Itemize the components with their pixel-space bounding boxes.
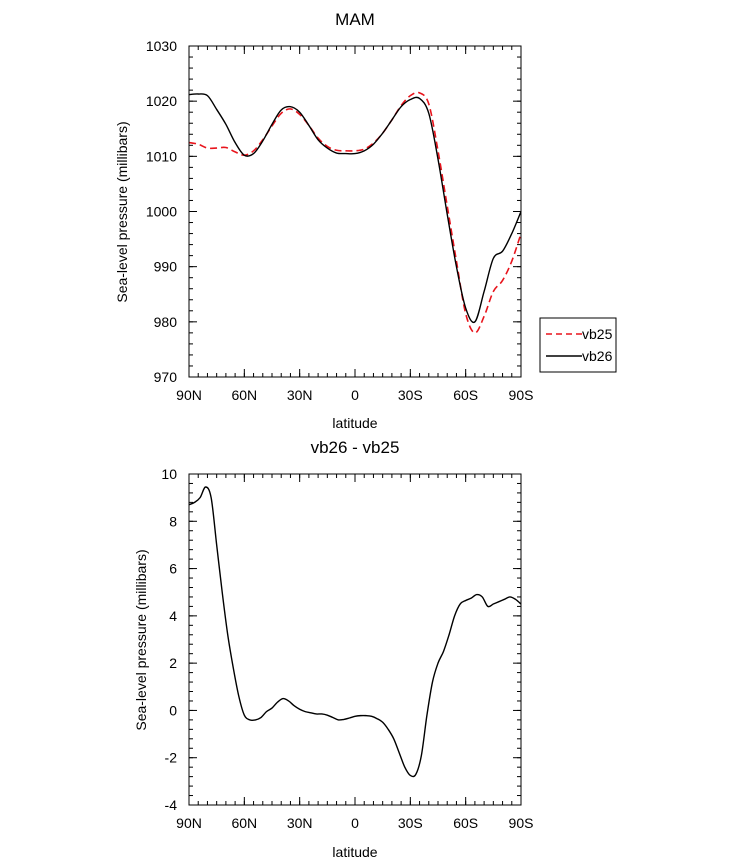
x-tick-label: 30S bbox=[398, 815, 423, 831]
bottom-x-axis-title: latitude bbox=[332, 844, 377, 860]
y-tick-label: -2 bbox=[165, 750, 178, 766]
y-tick-label: 0 bbox=[169, 702, 177, 718]
bottom-y-axis-title: Sea-level pressure (millibars) bbox=[133, 549, 149, 730]
bottom-ticks bbox=[188, 473, 522, 806]
y-tick-label: 990 bbox=[154, 259, 178, 275]
y-tick-label: 1020 bbox=[146, 93, 177, 109]
x-tick-label: 60S bbox=[453, 387, 478, 403]
top-x-axis-title: latitude bbox=[332, 415, 377, 431]
x-tick-label: 0 bbox=[351, 387, 359, 403]
bottom-chart-title: vb26 - vb25 bbox=[311, 438, 400, 457]
legend-label-vb25: vb25 bbox=[582, 326, 613, 342]
x-tick-label: 90N bbox=[176, 815, 202, 831]
bottom-x-tick-labels: 90N 60N 30N 0 30S 60S 90S bbox=[176, 815, 533, 831]
top-y-tick-labels: 970 980 990 1000 1010 1020 1030 bbox=[146, 38, 177, 385]
top-chart-title: MAM bbox=[335, 10, 375, 29]
y-tick-label: 1000 bbox=[146, 204, 177, 220]
x-tick-label: 60N bbox=[231, 815, 257, 831]
y-tick-label: 2 bbox=[169, 655, 177, 671]
x-tick-label: 90S bbox=[509, 387, 534, 403]
legend-label-vb26: vb26 bbox=[582, 348, 613, 364]
y-tick-label: 8 bbox=[169, 513, 177, 529]
top-series-lines bbox=[188, 91, 522, 334]
top-x-tick-labels: 90N 60N 30N 0 30S 60S 90S bbox=[176, 387, 533, 403]
top-y-axis-title: Sea-level pressure (millibars) bbox=[114, 121, 130, 302]
series-line-vb26 bbox=[188, 93, 522, 324]
y-tick-label: -4 bbox=[165, 797, 178, 813]
bottom-plot-frame bbox=[188, 473, 522, 806]
bottom-y-tick-labels: -4 -2 0 2 4 6 8 10 bbox=[161, 466, 177, 813]
y-tick-label: 980 bbox=[154, 314, 178, 330]
top-ticks bbox=[188, 45, 522, 378]
y-tick-label: 10 bbox=[161, 466, 177, 482]
x-tick-label: 90S bbox=[509, 815, 534, 831]
y-tick-label: 1030 bbox=[146, 38, 177, 54]
y-tick-label: 970 bbox=[154, 369, 178, 385]
x-tick-label: 0 bbox=[351, 815, 359, 831]
y-tick-label: 6 bbox=[169, 561, 177, 577]
top-plot-frame bbox=[188, 45, 522, 378]
bottom-panel: vb26 - vb25 90N 60N 30N 0 30S 60S 90S -4 -2 0 2 4 6… bbox=[133, 438, 533, 860]
x-tick-label: 60S bbox=[453, 815, 478, 831]
series-line-vb26-minus-vb25 bbox=[188, 486, 522, 778]
y-tick-label: 1010 bbox=[146, 148, 177, 164]
top-panel: MAM 90N 60N 30N 0 30S 60S 90S 970 980 990 1000 101… bbox=[114, 10, 617, 431]
x-tick-label: 30S bbox=[398, 387, 423, 403]
x-tick-label: 90N bbox=[176, 387, 202, 403]
x-tick-label: 60N bbox=[231, 387, 257, 403]
bottom-series-lines bbox=[188, 486, 522, 778]
legend: vb25 vb26 bbox=[539, 317, 617, 373]
x-tick-label: 30N bbox=[287, 387, 313, 403]
legend-box bbox=[539, 317, 617, 373]
y-tick-label: 4 bbox=[169, 608, 177, 624]
series-line-vb25 bbox=[188, 91, 522, 334]
x-tick-label: 30N bbox=[287, 815, 313, 831]
